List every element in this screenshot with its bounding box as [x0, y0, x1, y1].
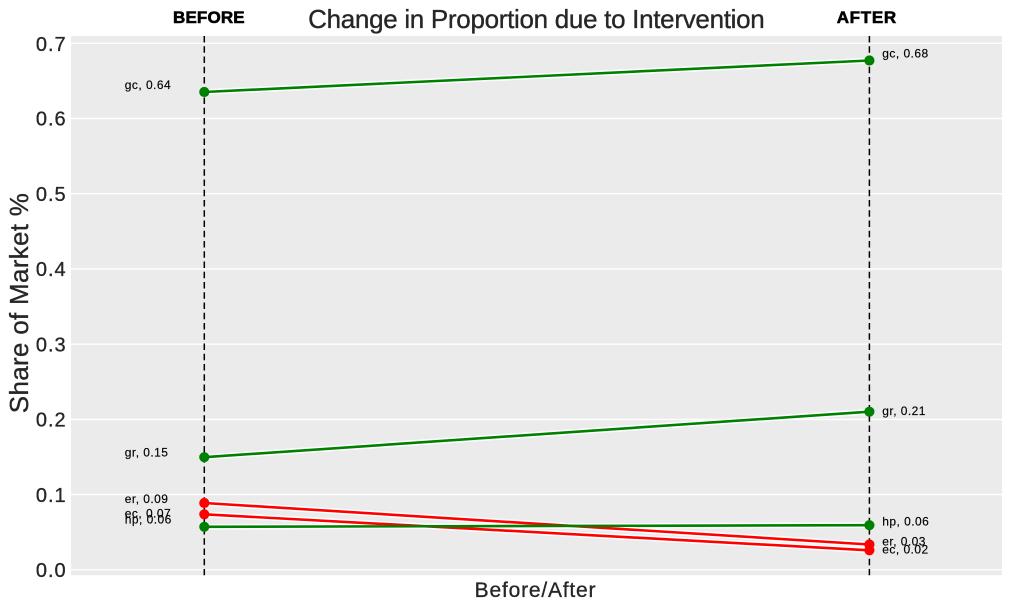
- svg-text:0.7: 0.7: [36, 34, 67, 56]
- svg-text:gc, 0.64: gc, 0.64: [125, 78, 171, 92]
- svg-text:0.4: 0.4: [36, 259, 67, 281]
- svg-text:gr, 0.21: gr, 0.21: [882, 404, 926, 418]
- svg-text:gc, 0.68: gc, 0.68: [882, 47, 928, 61]
- svg-text:Change in Proportion due to In: Change in Proportion due to Intervention: [308, 4, 764, 34]
- svg-text:gr, 0.15: gr, 0.15: [125, 445, 169, 459]
- svg-text:0.5: 0.5: [36, 184, 67, 206]
- svg-text:ec, 0.02: ec, 0.02: [882, 542, 928, 556]
- svg-text:0.3: 0.3: [36, 334, 67, 356]
- svg-text:AFTER: AFTER: [837, 8, 897, 27]
- svg-text:0.6: 0.6: [36, 109, 67, 131]
- svg-text:BEFORE: BEFORE: [173, 8, 245, 27]
- svg-text:0.1: 0.1: [36, 485, 67, 507]
- svg-text:0.0: 0.0: [36, 560, 67, 582]
- svg-text:ec, 0.07: ec, 0.07: [125, 506, 171, 520]
- svg-text:hp, 0.06: hp, 0.06: [882, 514, 929, 528]
- svg-text:er, 0.03: er, 0.03: [882, 535, 926, 549]
- svg-text:Share of Market %: Share of Market %: [4, 193, 34, 413]
- svg-text:Before/After: Before/After: [475, 579, 597, 602]
- svg-text:hp, 0.06: hp, 0.06: [125, 513, 172, 527]
- svg-text:0.2: 0.2: [36, 410, 67, 432]
- svg-text:er, 0.09: er, 0.09: [125, 492, 169, 506]
